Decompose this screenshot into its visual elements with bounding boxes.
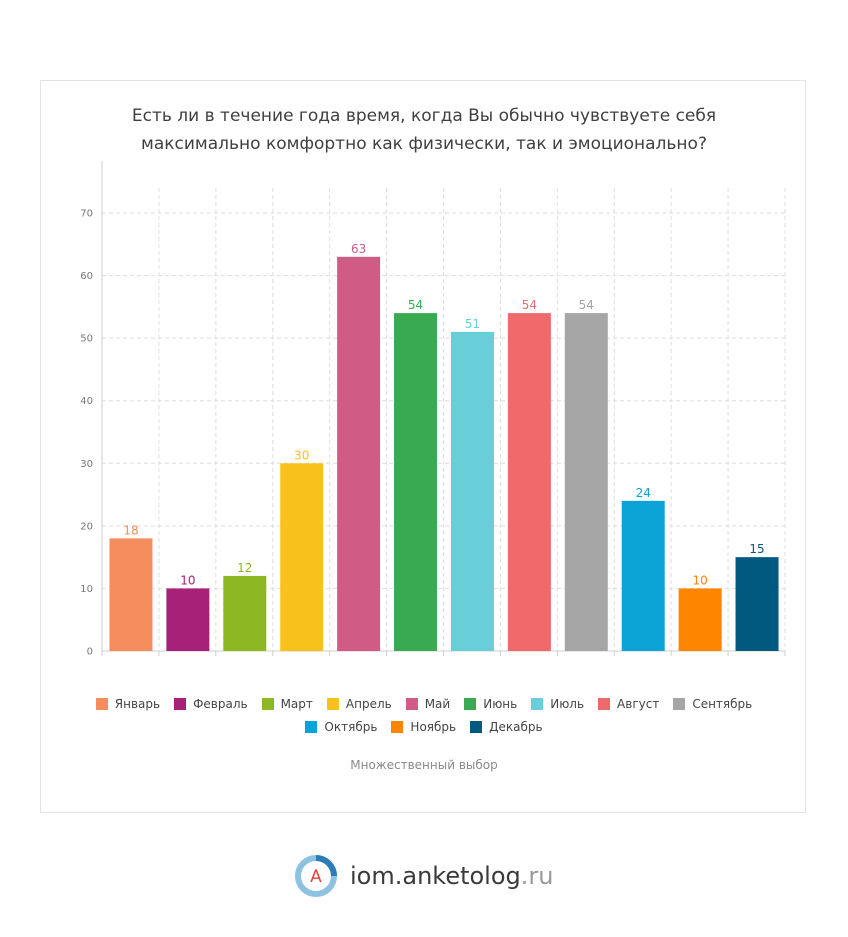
legend-item[interactable]: Март [261, 696, 313, 711]
chart-card: Есть ли в течение года время, когда Вы о… [40, 80, 806, 813]
legend-label: Июль [550, 696, 585, 711]
bar-3 [223, 575, 267, 651]
brand-domain: .ru [520, 862, 554, 890]
legend-swatch [326, 697, 339, 710]
legend-label: Январь [114, 696, 161, 711]
bar-12 [735, 557, 779, 651]
legend-item[interactable]: Февраль [174, 697, 248, 711]
y-tick-label: 20 [80, 521, 93, 532]
legend-row: Январь Февраль Март Апрель Май Июнь Июль Август… [41, 692, 807, 715]
legend-swatch [470, 720, 483, 733]
y-tick-label: 40 [80, 396, 93, 407]
brand-logo[interactable]: A iom.anketolog.ru [294, 854, 553, 898]
legend-swatch [305, 720, 318, 733]
legend-label: Август [617, 696, 660, 711]
legend-item[interactable]: Июль [531, 697, 584, 711]
bar-value-label: 54 [408, 298, 423, 312]
legend-swatch [405, 697, 418, 710]
bar-10 [621, 500, 665, 651]
bar-value-label: 15 [749, 542, 764, 556]
legend-label: Апрель [345, 696, 392, 711]
bar-value-label: 63 [351, 242, 366, 256]
legend-label: Май [424, 696, 451, 711]
bar-value-label: 24 [636, 486, 651, 500]
bar-8 [507, 313, 551, 651]
legend-row: Октябрь Ноябрь Декабрь [41, 715, 807, 738]
anketolog-logo-icon: A [295, 855, 337, 897]
legend-item[interactable]: Октябрь [305, 720, 377, 734]
bar-9 [564, 313, 608, 651]
legend-swatch [531, 697, 544, 710]
legend-item[interactable]: Сентябрь [673, 697, 752, 711]
legend-label: Декабрь [489, 719, 543, 734]
legend-swatch [174, 697, 187, 710]
legend-swatch [95, 697, 108, 710]
y-tick-label: 30 [80, 459, 93, 470]
brand-name-main: iom.anketolog [350, 862, 521, 890]
legend-item[interactable]: Апрель [326, 696, 392, 711]
legend-item[interactable]: Август [598, 697, 659, 711]
bar-4 [280, 463, 324, 651]
y-tick-label: 10 [80, 584, 93, 595]
chart-subtitle: Множественный выбор [350, 758, 498, 772]
chart-title-line-2: максимально комфортно как физически, так… [141, 134, 707, 154]
bar-11 [678, 588, 722, 651]
legend-label: Февраль [193, 696, 248, 711]
bar-value-label: 30 [294, 448, 309, 462]
legend-label: Июнь [483, 696, 518, 711]
bar-2 [166, 588, 210, 651]
bar-value-label: 12 [237, 561, 252, 575]
legend-label: Октябрь [324, 719, 378, 734]
bar-value-label: 10 [692, 573, 707, 587]
bar-7 [450, 331, 494, 651]
y-tick-label: 60 [80, 271, 93, 282]
legend-item[interactable]: Июнь [464, 697, 517, 711]
legend-item[interactable]: Ноябрь [391, 720, 456, 734]
bar-5 [337, 256, 381, 651]
y-tick-label: 50 [80, 334, 93, 345]
bar-value-label: 18 [123, 523, 138, 537]
bar-value-label: 10 [180, 573, 195, 587]
legend-swatch [464, 697, 477, 710]
bar-value-label: 51 [465, 317, 480, 331]
chart-title-line-1: Есть ли в течение года время, когда Вы о… [131, 106, 717, 126]
y-tick-label: 70 [80, 209, 93, 220]
legend-swatch [261, 697, 274, 710]
bar-value-label: 54 [579, 298, 594, 312]
legend-swatch [673, 697, 686, 710]
bar-6 [394, 313, 438, 651]
brand-name: iom.anketolog.ru [350, 862, 553, 890]
legend-label: Ноябрь [410, 719, 457, 734]
legend-swatch [598, 697, 611, 710]
legend-label: Сентябрь [692, 696, 753, 711]
y-tick-label: 0 [87, 647, 93, 658]
legend-label: Март [280, 696, 313, 711]
bar-value-label: 54 [522, 298, 537, 312]
logo-letter: A [310, 867, 322, 887]
legend-item[interactable]: Декабрь [470, 719, 543, 734]
legend-item[interactable]: Январь [95, 696, 161, 711]
legend-swatch [391, 720, 404, 733]
legend-item[interactable]: Май [405, 696, 451, 711]
bar-chart: 0 10 20 30 40 50 60 70 18 10 12 30 63 54 51 54 54 24 10 15 [80, 160, 786, 658]
bar-1 [109, 538, 153, 651]
chart-legend: Январь Февраль Март Апрель Май Июнь Июль Август… [41, 692, 807, 738]
chart-title: Есть ли в течение года время, когда Вы о… [41, 102, 807, 158]
